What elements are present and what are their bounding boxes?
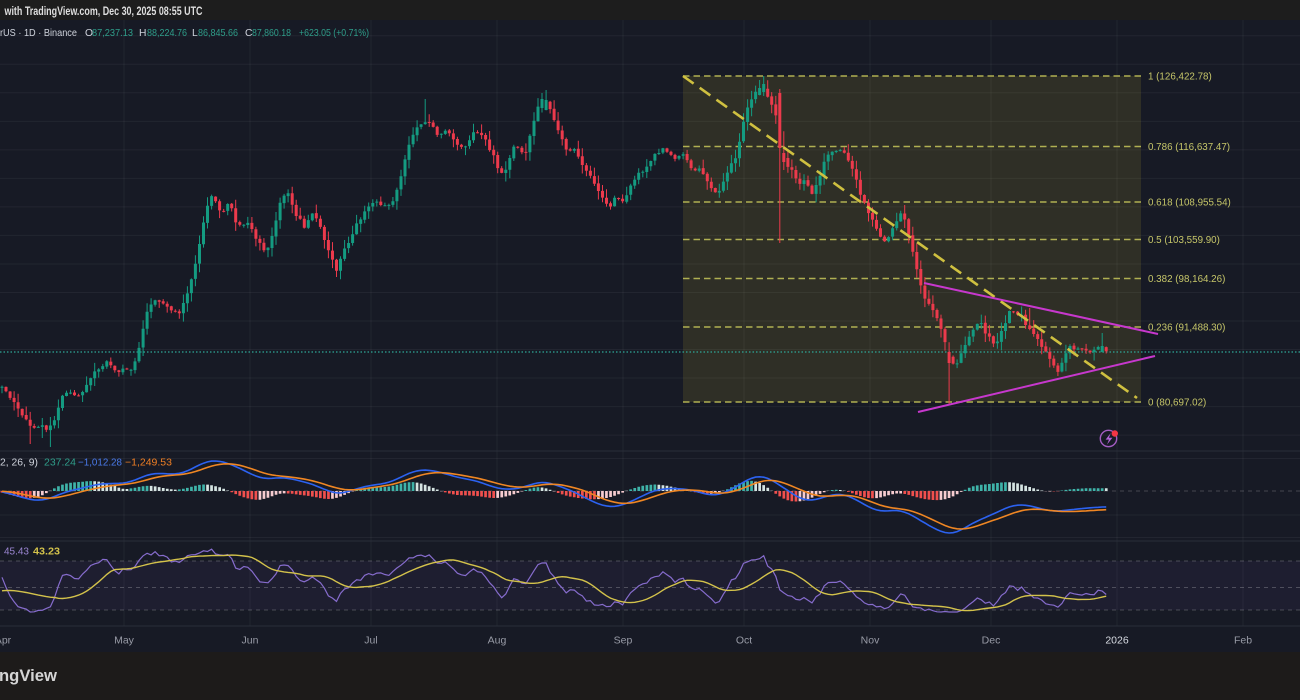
svg-text:43.23: 43.23 [33,547,60,558]
svg-text:87,237.13: 87,237.13 [92,28,133,39]
svg-text:C: C [245,28,253,39]
svg-text:88,224.76: 88,224.76 [147,28,187,39]
svg-text:2026: 2026 [1105,635,1129,647]
svg-text:Jul: Jul [364,635,377,647]
svg-text:with TradingView.com, Dec 30,: with TradingView.com, Dec 30, 2025 08:55… [4,5,203,18]
svg-text:O: O [85,28,93,39]
svg-text:Aug: Aug [488,635,507,647]
svg-text:−1,249.53: −1,249.53 [125,458,172,469]
svg-text:Feb: Feb [1234,635,1252,647]
svg-text:0.786 (116,637.47): 0.786 (116,637.47) [1148,142,1230,153]
svg-text:−1,012.28: −1,012.28 [78,458,122,469]
svg-text:H: H [139,28,146,39]
svg-text:Apr: Apr [0,635,12,647]
svg-text:ngView: ngView [0,667,57,685]
svg-text:+623.05 (+0.71%): +623.05 (+0.71%) [299,28,369,39]
svg-text:237.24: 237.24 [44,458,76,469]
svg-text:May: May [114,635,135,647]
svg-text:Sep: Sep [614,635,633,647]
svg-text:Oct: Oct [736,635,752,647]
svg-text:87,860.18: 87,860.18 [252,28,291,39]
svg-text:0.618 (108,955.54): 0.618 (108,955.54) [1148,198,1231,209]
svg-text:Dec: Dec [982,635,1001,647]
svg-text:rUS · 1D · Binance: rUS · 1D · Binance [0,28,77,39]
svg-text:0.236 (91,488.30): 0.236 (91,488.30) [1148,323,1225,334]
svg-text:L: L [192,28,198,39]
svg-text:86,845.66: 86,845.66 [198,28,238,39]
svg-text:Jun: Jun [242,635,259,647]
svg-text:0.382 (98,164.26): 0.382 (98,164.26) [1148,274,1225,285]
svg-text:0 (80,697.02): 0 (80,697.02) [1148,398,1206,409]
svg-text:2, 26, 9): 2, 26, 9) [0,458,38,469]
svg-text:1 (126,422.78): 1 (126,422.78) [1148,72,1212,83]
svg-text:45.43: 45.43 [4,547,29,558]
svg-text:0.5 (103,559.90): 0.5 (103,559.90) [1148,235,1220,246]
svg-text:Nov: Nov [861,635,880,647]
